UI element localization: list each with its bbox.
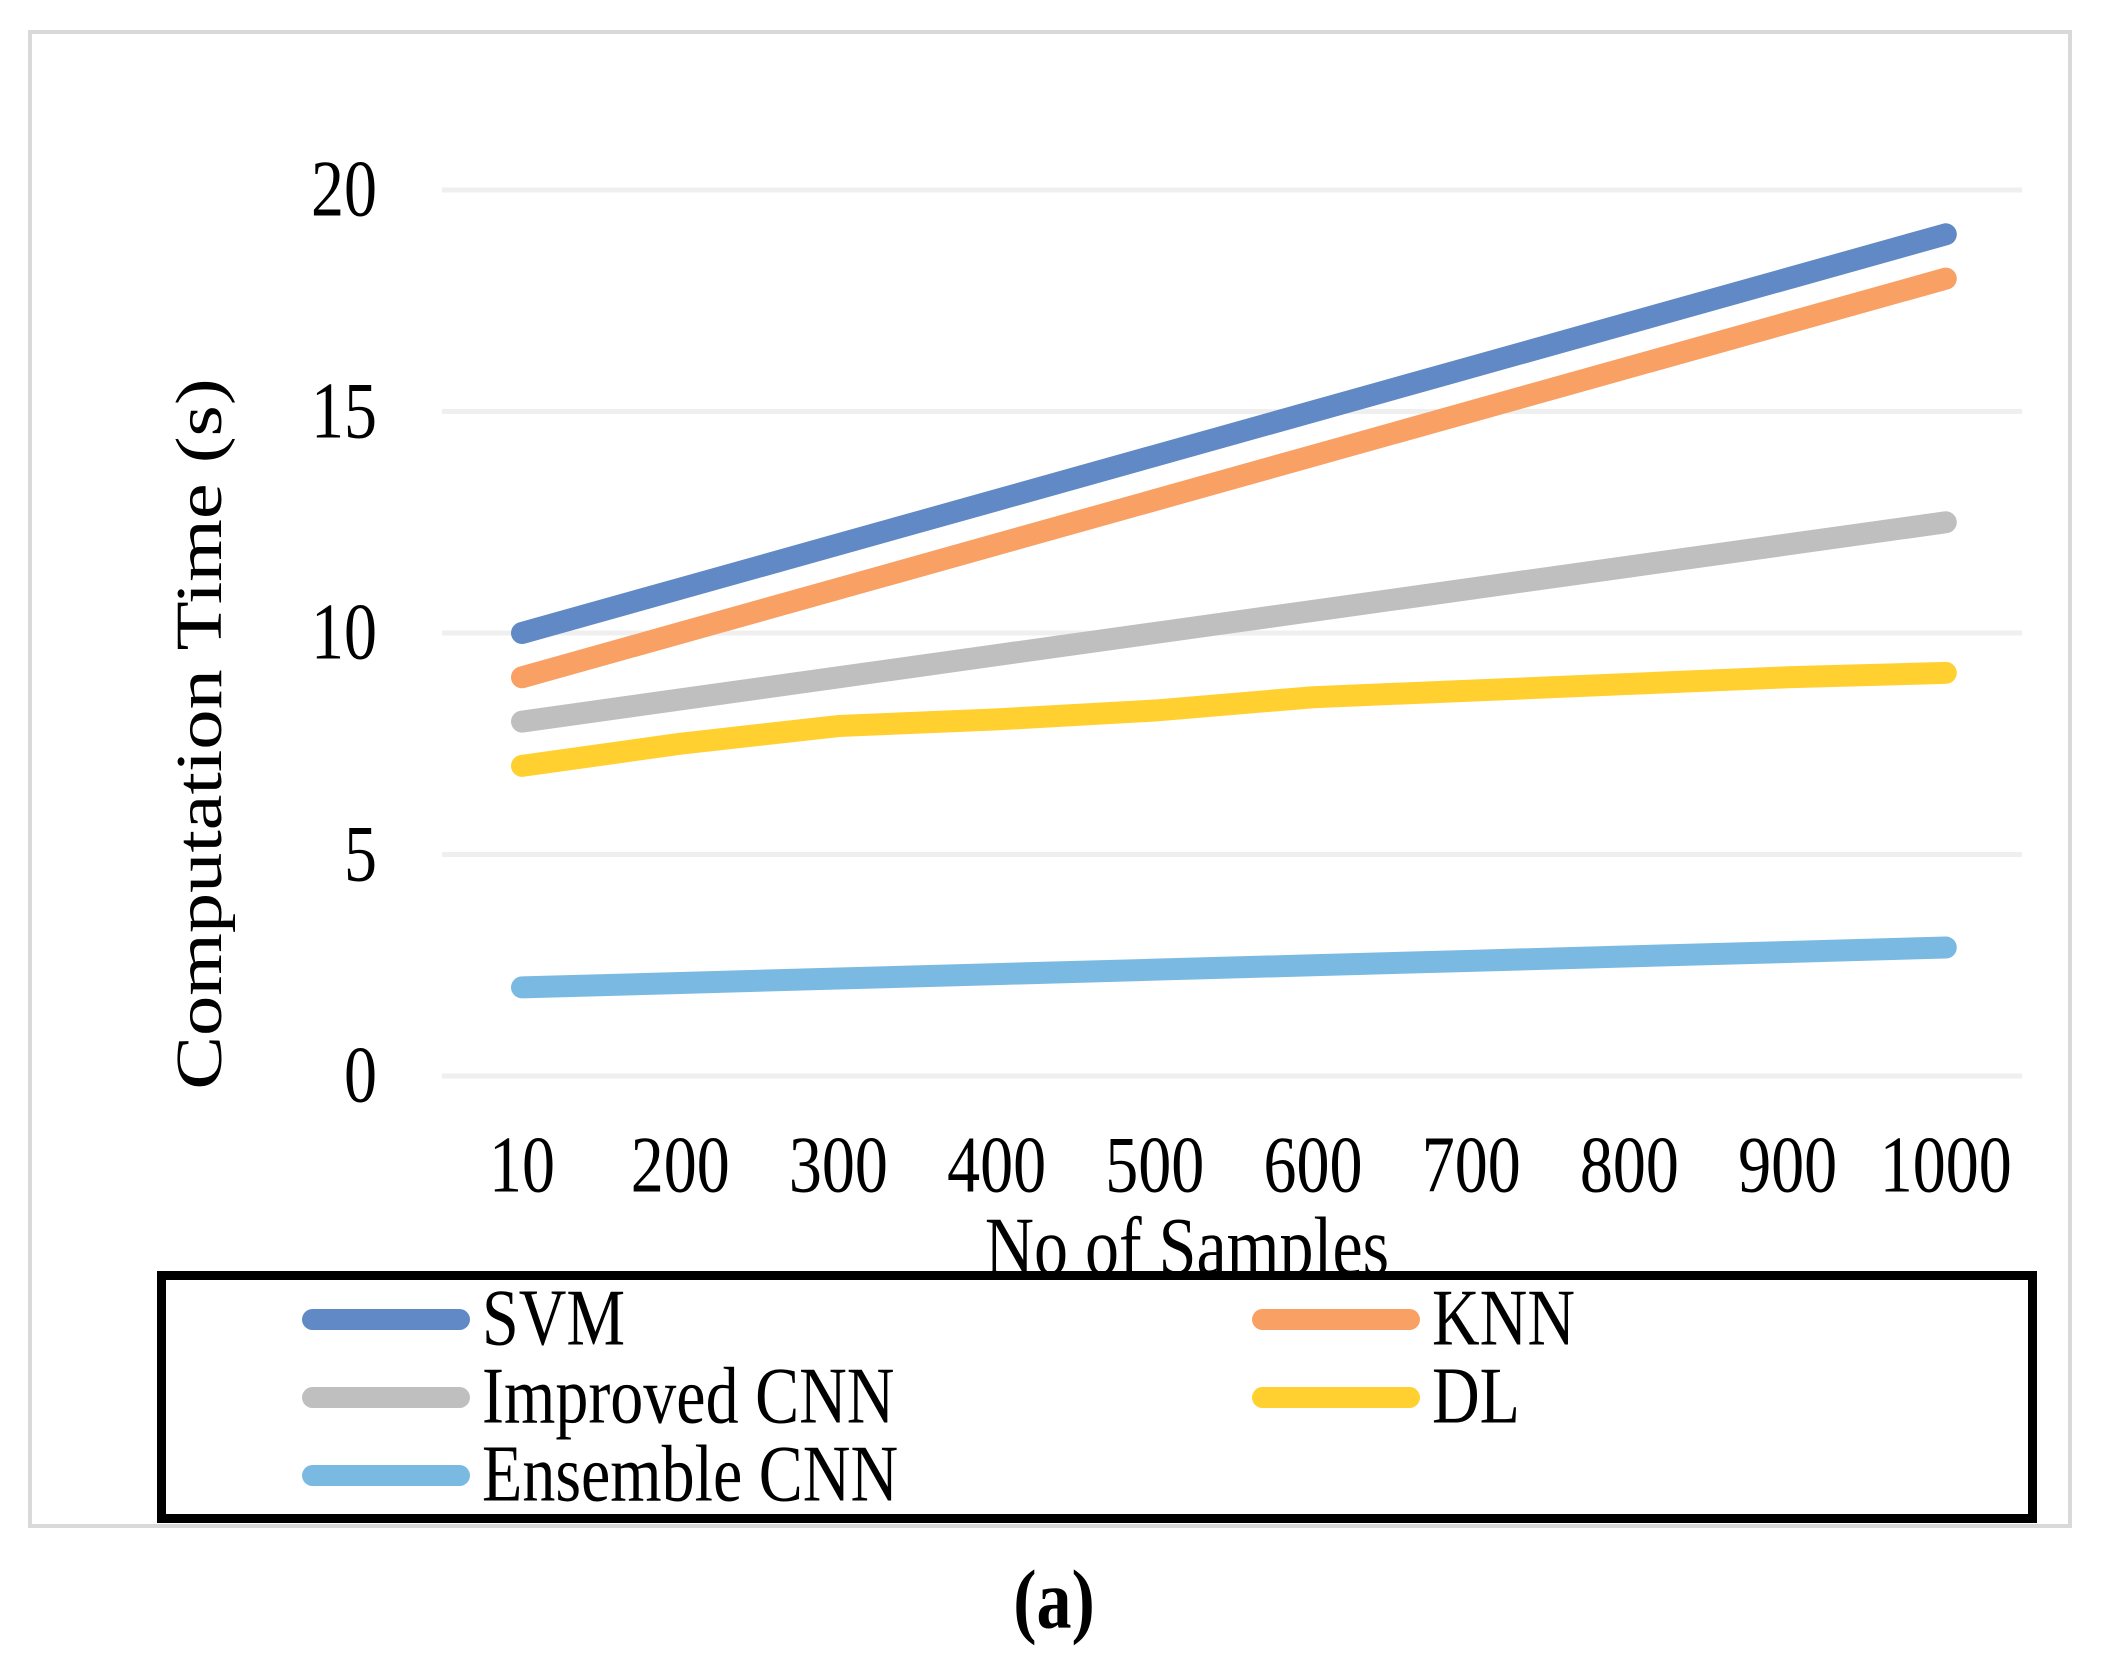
x-tick-label-300: 300 bbox=[788, 1120, 888, 1210]
y-tick-label-20: 20 bbox=[311, 144, 377, 234]
x-tick-label-500: 500 bbox=[1105, 1120, 1205, 1210]
x-tick-label-900: 900 bbox=[1738, 1120, 1838, 1210]
y-tick-label-0: 0 bbox=[344, 1030, 377, 1120]
legend-label: SVM bbox=[482, 1273, 626, 1363]
legend-swatch-knn bbox=[1252, 1308, 1420, 1330]
series-line-ensemble-cnn bbox=[511, 936, 1957, 999]
x-tick-label-10: 10 bbox=[489, 1120, 555, 1210]
legend-swatch-improved-cnn bbox=[302, 1386, 470, 1408]
legend-item-knn: KNN bbox=[1252, 1276, 1575, 1361]
y-tick-label-10: 10 bbox=[311, 587, 377, 677]
legend: SVM Improved CNN Ensemble CNN KNN DL bbox=[157, 1271, 2037, 1523]
legend-label: KNN bbox=[1432, 1273, 1575, 1363]
series-line-dl bbox=[511, 661, 1957, 777]
x-tick-label-400: 400 bbox=[947, 1120, 1047, 1210]
legend-column-2: KNN DL bbox=[1252, 1276, 1575, 1514]
x-tick-label-600: 600 bbox=[1263, 1120, 1363, 1210]
x-tick-label-1000: 1000 bbox=[1879, 1120, 2012, 1210]
x-tick-label-700: 700 bbox=[1421, 1120, 1521, 1210]
plot-area bbox=[442, 187, 2022, 1079]
x-tick-label-800: 800 bbox=[1579, 1120, 1679, 1210]
y-tick-label-5: 5 bbox=[344, 809, 377, 899]
y-tick-label-15: 15 bbox=[311, 366, 377, 456]
legend-swatch-ensemble-cnn bbox=[302, 1464, 470, 1486]
legend-item-improved-cnn: Improved CNN bbox=[302, 1354, 898, 1439]
legend-label: DL bbox=[1432, 1351, 1520, 1441]
legend-label: Improved CNN bbox=[482, 1351, 895, 1441]
x-tick-label-200: 200 bbox=[630, 1120, 730, 1210]
figure-frame: Computation Time (s) 20 15 10 5 0 10 200 300 40… bbox=[28, 30, 2072, 1528]
legend-column-1: SVM Improved CNN Ensemble CNN bbox=[302, 1276, 898, 1517]
figure-caption: (a) bbox=[1013, 1554, 1095, 1647]
series-line-knn bbox=[511, 267, 1957, 689]
legend-swatch-dl bbox=[1252, 1386, 1420, 1408]
legend-label: Ensemble CNN bbox=[482, 1429, 899, 1519]
legend-swatch-svm bbox=[302, 1308, 470, 1330]
y-axis-title: Computation Time (s) bbox=[163, 378, 236, 1090]
legend-item-ensemble-cnn: Ensemble CNN bbox=[302, 1432, 898, 1517]
legend-item-dl: DL bbox=[1252, 1354, 1575, 1439]
series-line-svm bbox=[511, 223, 1957, 644]
series-line-improved-cnn bbox=[511, 511, 1957, 733]
legend-item-svm: SVM bbox=[302, 1276, 898, 1361]
